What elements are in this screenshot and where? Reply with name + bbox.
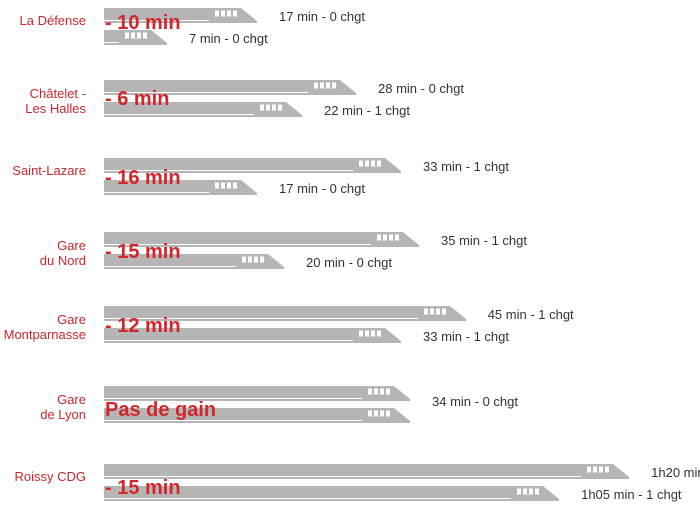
- train-bar: [104, 486, 560, 501]
- time-gain-label: - 15 min: [105, 241, 181, 263]
- train-bar: [104, 8, 257, 23]
- time-gain-label: - 10 min: [105, 12, 181, 34]
- train-cab-icon: [417, 306, 466, 321]
- train-time-label: 35 min - 1 chgt: [441, 233, 527, 248]
- station-label: Gare de Lyon: [40, 392, 86, 422]
- train-cab-icon: [362, 386, 410, 401]
- train-cab-icon: [209, 180, 257, 195]
- train-bar: [104, 232, 419, 247]
- train-bar: [104, 386, 410, 401]
- train-cab-icon: [209, 8, 257, 23]
- train-cab-icon: [119, 30, 167, 45]
- station-label: Gare du Nord: [39, 238, 86, 268]
- train-time-label: 1h05 min - 1 chgt: [581, 487, 682, 502]
- time-gain-label: - 12 min: [105, 315, 181, 337]
- train-time-label: 33 min - 1 chgt: [423, 159, 509, 174]
- time-gain-label: - 15 min: [105, 477, 181, 499]
- station-label: Roissy CDG: [14, 469, 86, 484]
- train-bar: [104, 306, 466, 321]
- train-bar: [104, 80, 356, 95]
- train-time-label: 34 min - 0 chgt: [432, 394, 518, 409]
- station-label: Saint-Lazare: [12, 163, 86, 178]
- train-bar: [104, 254, 284, 269]
- train-time-label: 17 min - 0 chgt: [279, 9, 365, 24]
- train-cab-icon: [511, 486, 560, 501]
- train-cab-icon: [254, 102, 302, 117]
- train-bar: [104, 30, 167, 45]
- train-time-label: 28 min - 0 chgt: [378, 81, 464, 96]
- train-cab-icon: [308, 80, 356, 95]
- train-bar: [104, 408, 410, 423]
- train-time-label: 17 min - 0 chgt: [279, 181, 365, 196]
- train-time-label: 22 min - 1 chgt: [324, 103, 410, 118]
- train-time-label: 33 min - 1 chgt: [423, 329, 509, 344]
- train-cab-icon: [581, 464, 630, 479]
- train-cab-icon: [353, 158, 401, 173]
- train-bar: [104, 158, 401, 173]
- time-gain-label: Pas de gain: [105, 399, 217, 421]
- station-label: La Défense: [19, 13, 87, 28]
- train-bar: [104, 102, 302, 117]
- train-time-label: 20 min - 0 chgt: [306, 255, 392, 270]
- train-time-label: 45 min - 1 chgt: [487, 307, 574, 322]
- train-bar: [104, 464, 630, 479]
- train-bar: [104, 328, 401, 343]
- time-gain-label: - 6 min: [105, 88, 170, 110]
- time-gain-label: - 16 min: [105, 167, 181, 189]
- train-cab-icon: [362, 408, 410, 423]
- train-cab-icon: [353, 328, 401, 343]
- train-bar: [104, 180, 257, 195]
- train-time-label: 7 min - 0 chgt: [189, 31, 268, 46]
- station-label: Châtelet - Les Halles: [25, 86, 86, 116]
- train-time-label: 1h20 min - 1 chgt: [651, 465, 700, 480]
- train-cab-icon: [236, 254, 284, 269]
- train-cab-icon: [371, 232, 419, 247]
- station-label: Gare Montparnasse: [3, 312, 86, 342]
